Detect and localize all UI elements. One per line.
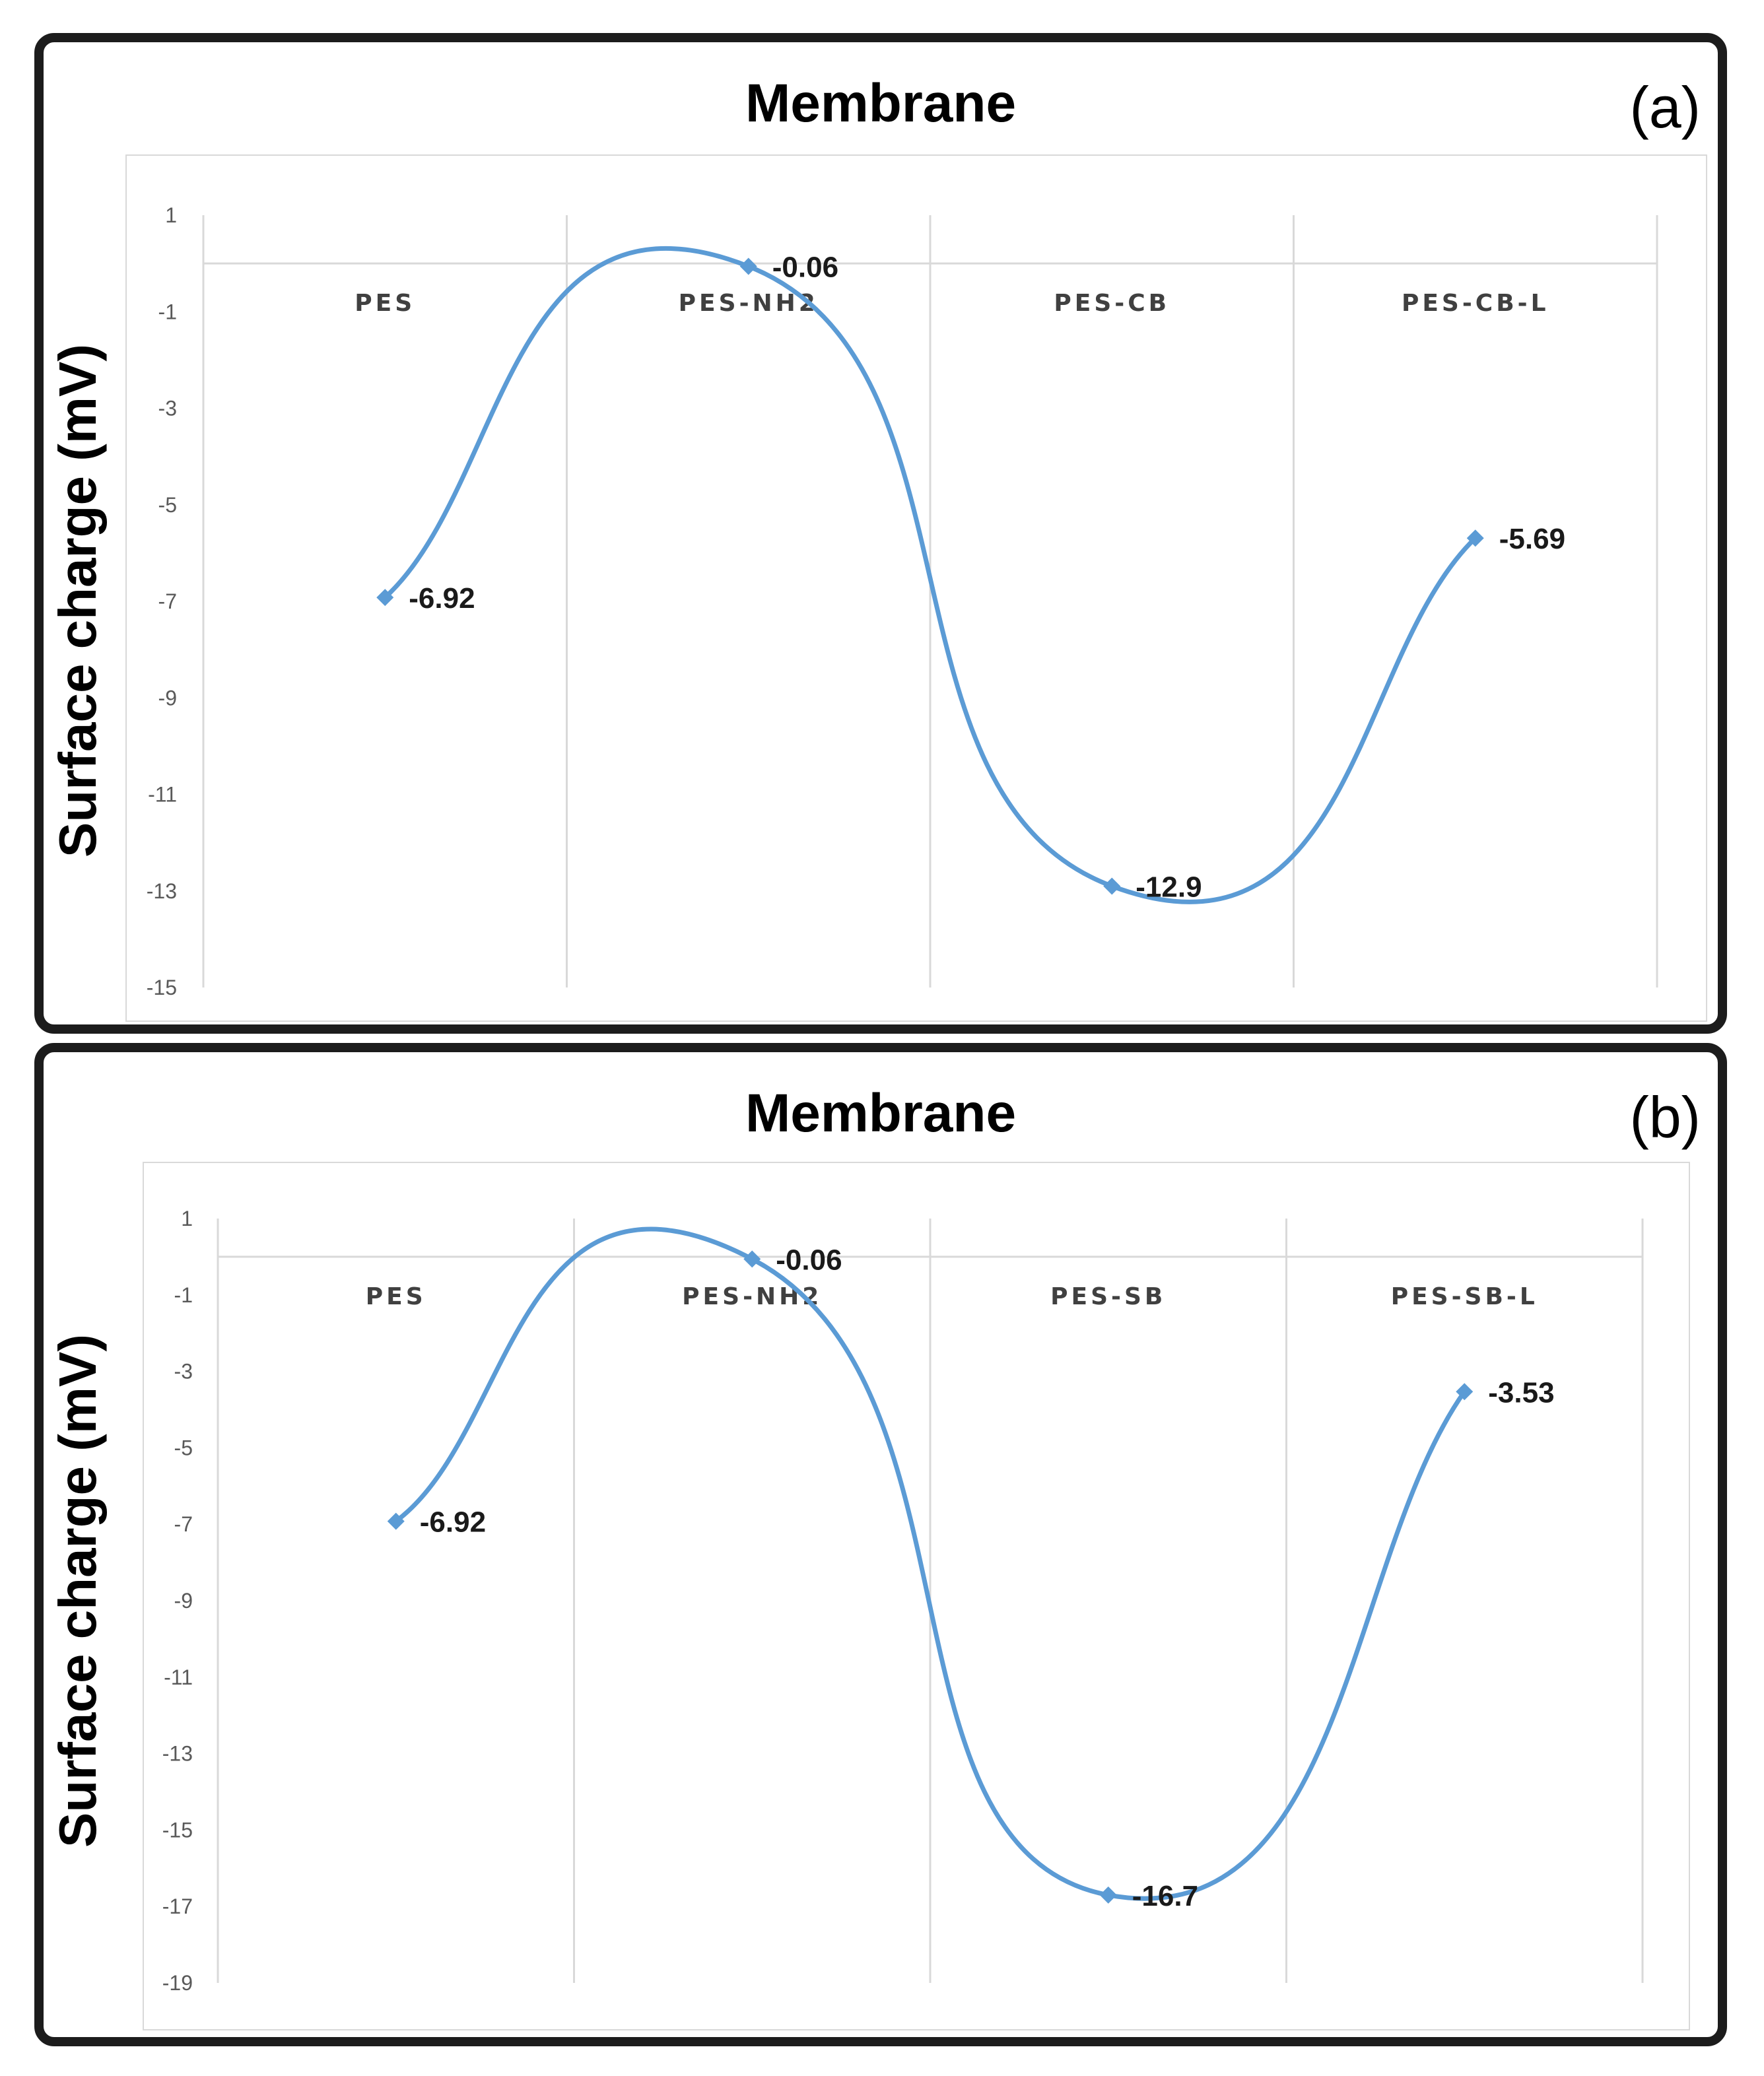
category-label: PES-SB-L [1391, 1283, 1538, 1310]
category-label: PES-CB [1054, 290, 1170, 317]
y-tick-label: -7 [158, 589, 177, 613]
category-label: PES-CB-L [1402, 290, 1549, 317]
category-label: PES [355, 290, 415, 317]
y-tick-label: -19 [162, 1971, 193, 1995]
y-tick-label: -7 [174, 1512, 193, 1536]
data-label: -12.9 [1136, 871, 1202, 903]
chart-title: Membrane [745, 1083, 1017, 1143]
panel-label: (b) [1629, 1085, 1701, 1150]
y-tick-label: -17 [162, 1894, 193, 1918]
data-label: -16.7 [1132, 1880, 1198, 1912]
y-tick-label: -1 [174, 1283, 193, 1307]
y-tick-label: -15 [147, 976, 177, 999]
data-label: -0.06 [776, 1244, 842, 1276]
y-tick-label: -13 [147, 879, 177, 903]
chart-panel-b: Membrane (b) [34, 1043, 1727, 2046]
data-point-marker [739, 257, 757, 275]
data-point-marker [1099, 1886, 1117, 1904]
data-label: -6.92 [409, 582, 475, 615]
y-tick-label: -5 [158, 493, 177, 517]
y-tick-label: -1 [158, 300, 177, 323]
data-label: -5.69 [1499, 523, 1565, 555]
y-tick-label: -3 [174, 1360, 193, 1384]
panel-label: (a) [1629, 75, 1701, 140]
y-tick-label: 1 [165, 203, 177, 227]
category-label: PES-SB [1050, 1283, 1166, 1310]
series-line [382, 246, 1478, 904]
y-tick-label: -9 [174, 1589, 193, 1613]
chart-a: 1 -1 -3 -5 -7 -9 -11 -13 -15 PES PES-NH2 PES-CB PES-… [147, 203, 1658, 999]
y-tick-label: -11 [164, 1665, 193, 1689]
data-point-marker [743, 1250, 761, 1268]
y-tick-label: -3 [158, 397, 177, 420]
data-point-marker [376, 589, 394, 607]
y-tick-label: 1 [181, 1207, 193, 1230]
y-tick-label: -5 [174, 1436, 193, 1459]
data-label: -3.53 [1488, 1376, 1554, 1409]
plot-area-frame [125, 154, 1707, 1022]
data-label: -6.92 [420, 1506, 486, 1539]
data-label: -0.06 [772, 251, 838, 284]
data-point-marker [1103, 877, 1121, 895]
y-tick-label: -11 [148, 783, 177, 807]
plot-area-frame [143, 1162, 1690, 2030]
y-tick-label: -15 [162, 1818, 193, 1842]
chart-title: Membrane [745, 73, 1017, 133]
y-tick-label: -13 [162, 1742, 193, 1766]
category-label: PES [366, 1283, 426, 1310]
y-tick-label: -9 [158, 686, 177, 710]
data-point-marker [1466, 529, 1484, 547]
data-point-marker [1456, 1383, 1474, 1401]
chart-panel-a: Membrane (a) [34, 33, 1727, 1034]
data-point-marker [387, 1512, 405, 1530]
series-line [393, 1226, 1467, 1901]
category-label: PES-NH2 [679, 290, 819, 317]
